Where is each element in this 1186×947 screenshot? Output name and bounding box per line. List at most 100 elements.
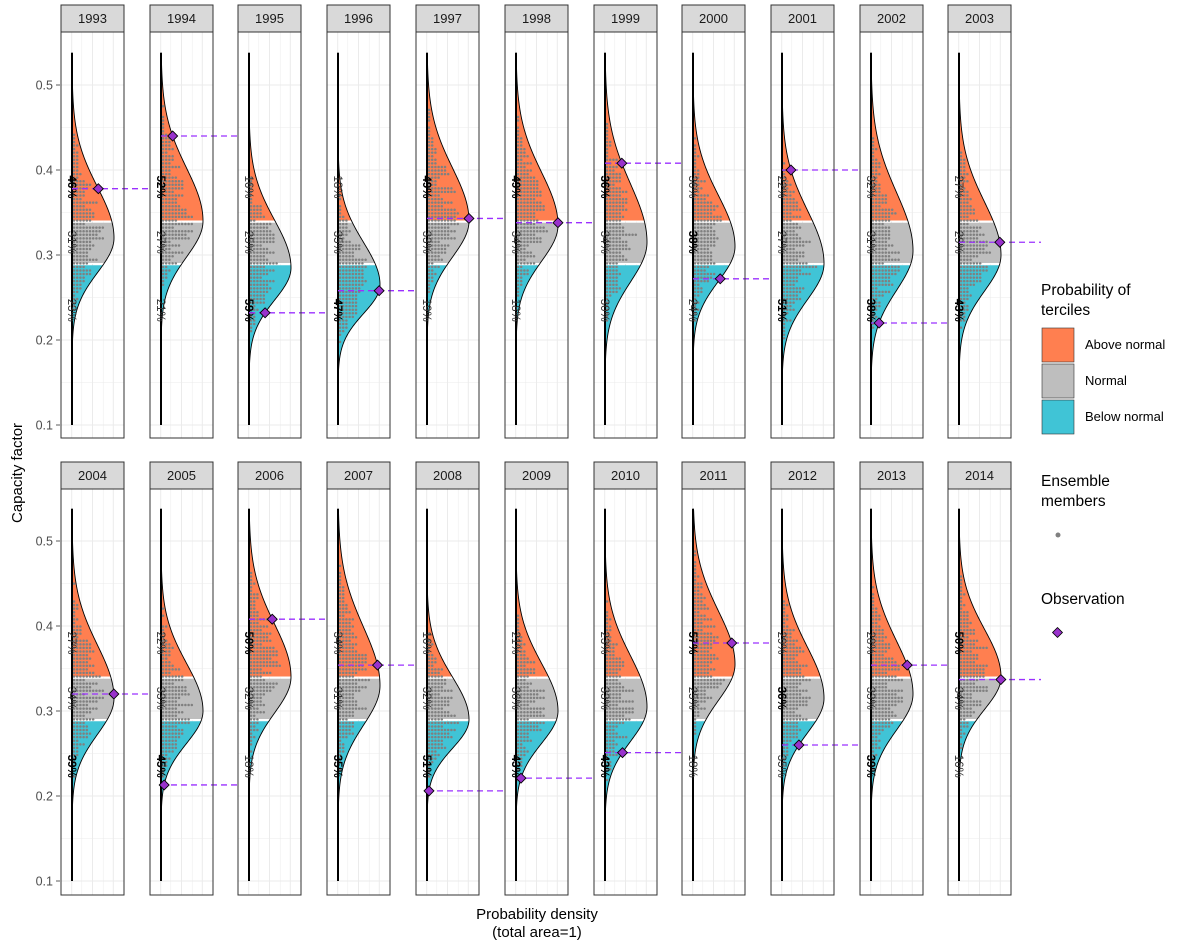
ensemble-member-dot xyxy=(884,244,888,247)
ensemble-member-dot xyxy=(361,272,364,276)
ensemble-member-dot xyxy=(427,639,431,643)
ensemble-member-dot xyxy=(693,290,697,294)
ensemble-member-dot xyxy=(693,732,697,735)
ensemble-member-dot xyxy=(966,212,969,215)
ensemble-member-dot xyxy=(871,194,875,197)
ensemble-member-dot xyxy=(171,179,174,183)
ensemble-member-dot xyxy=(605,668,609,671)
ensemble-member-dot xyxy=(430,728,434,732)
ensemble-member-dot xyxy=(434,244,437,247)
ensemble-member-dot xyxy=(782,308,786,311)
ensemble-member-dot xyxy=(709,233,713,237)
ensemble-member-dot xyxy=(884,258,888,262)
ensemble-member-dot xyxy=(341,668,345,671)
ensemble-member-dot xyxy=(792,668,795,671)
ensemble-member-dot xyxy=(72,247,76,251)
ensemble-member-dot xyxy=(516,137,520,140)
ensemble-member-dot xyxy=(79,675,82,678)
ensemble-member-dot xyxy=(259,244,262,247)
ensemble-member-dot xyxy=(693,603,697,607)
ensemble-member-dot xyxy=(249,671,253,675)
ensemble-member-dot xyxy=(959,183,963,187)
ensemble-member-dot xyxy=(532,240,536,244)
ensemble-member-dot xyxy=(351,297,355,301)
ensemble-member-dot xyxy=(789,197,792,201)
ensemble-member-dot xyxy=(962,197,966,201)
ensemble-member-dot xyxy=(693,618,697,621)
ensemble-member-dot xyxy=(618,212,622,215)
ensemble-member-dot xyxy=(430,187,434,190)
ensemble-member-dot xyxy=(608,269,612,272)
ensemble-member-dot xyxy=(700,689,703,693)
ensemble-member-dot xyxy=(801,254,805,258)
ensemble-member-dot xyxy=(427,764,431,767)
ensemble-member-dot xyxy=(177,208,181,212)
ensemble-member-dot xyxy=(338,682,342,685)
ensemble-member-dot xyxy=(615,718,618,721)
ensemble-member-dot xyxy=(618,251,622,254)
ensemble-member-dot xyxy=(262,703,266,707)
ensemble-member-dot xyxy=(881,233,884,237)
ensemble-member-dot xyxy=(161,122,165,126)
ensemble-member-dot xyxy=(700,660,703,664)
ensemble-member-dot xyxy=(884,700,888,703)
ensemble-member-dot xyxy=(168,725,171,728)
ensemble-member-dot xyxy=(91,229,95,233)
ensemble-member-dot xyxy=(782,201,786,204)
ensemble-member-dot xyxy=(878,272,881,276)
ensemble-member-dot xyxy=(615,279,618,283)
ensemble-member-dot xyxy=(605,746,609,750)
ensemble-member-dot xyxy=(174,693,178,696)
ensemble-member-dot xyxy=(874,728,878,732)
ensemble-member-dot xyxy=(801,272,805,276)
ensemble-member-dot xyxy=(878,682,881,685)
ensemble-member-dot xyxy=(962,269,966,272)
ensemble-member-dot xyxy=(72,689,76,693)
ensemble-member-dot xyxy=(608,169,612,172)
ensemble-member-dot xyxy=(249,575,253,578)
ensemble-member-dot xyxy=(168,254,171,258)
ensemble-member-dot xyxy=(79,219,82,222)
ensemble-member-dot xyxy=(72,297,76,301)
ensemble-member-dot xyxy=(259,668,262,671)
ensemble-member-dot xyxy=(252,610,256,614)
ensemble-member-dot xyxy=(75,710,79,714)
ensemble-member-dot xyxy=(897,668,900,671)
ensemble-member-dot xyxy=(364,653,367,657)
tercile-probability-above: 23% xyxy=(598,631,610,654)
ensemble-member-dot xyxy=(959,154,963,158)
ensemble-member-dot xyxy=(878,301,881,304)
ensemble-member-dot xyxy=(168,262,171,265)
ensemble-member-dot xyxy=(789,653,792,657)
ensemble-member-dot xyxy=(792,643,795,646)
ensemble-member-dot xyxy=(615,276,618,279)
ensemble-member-dot xyxy=(88,201,92,204)
ensemble-member-dot xyxy=(785,297,789,301)
ensemble-member-dot xyxy=(348,265,351,269)
ensemble-member-dot xyxy=(519,240,523,244)
ensemble-member-dot xyxy=(792,240,795,244)
ensemble-member-dot xyxy=(351,703,355,707)
ensemble-member-dot xyxy=(268,639,272,643)
facet-strip-label: 2008 xyxy=(433,468,462,483)
ensemble-member-dot xyxy=(184,689,187,693)
ensemble-member-dot xyxy=(164,226,168,229)
ensemble-member-dot xyxy=(430,671,434,675)
ensemble-member-dot xyxy=(884,229,888,233)
ensemble-member-dot xyxy=(706,682,710,685)
ensemble-member-dot xyxy=(789,739,792,742)
ensemble-member-dot xyxy=(792,689,795,693)
ensemble-member-dot xyxy=(516,133,520,137)
ensemble-member-dot xyxy=(894,258,897,262)
ensemble-member-dot xyxy=(427,279,431,283)
ensemble-member-dot xyxy=(890,710,894,714)
ensemble-member-dot xyxy=(256,618,259,621)
ensemble-member-dot xyxy=(693,682,697,685)
ensemble-member-dot xyxy=(792,272,795,276)
ensemble-member-dot xyxy=(348,618,351,621)
ensemble-member-dot xyxy=(881,657,884,660)
ensemble-member-dot xyxy=(608,746,612,750)
facet-strip xyxy=(237,4,302,33)
ensemble-member-dot xyxy=(341,743,345,746)
